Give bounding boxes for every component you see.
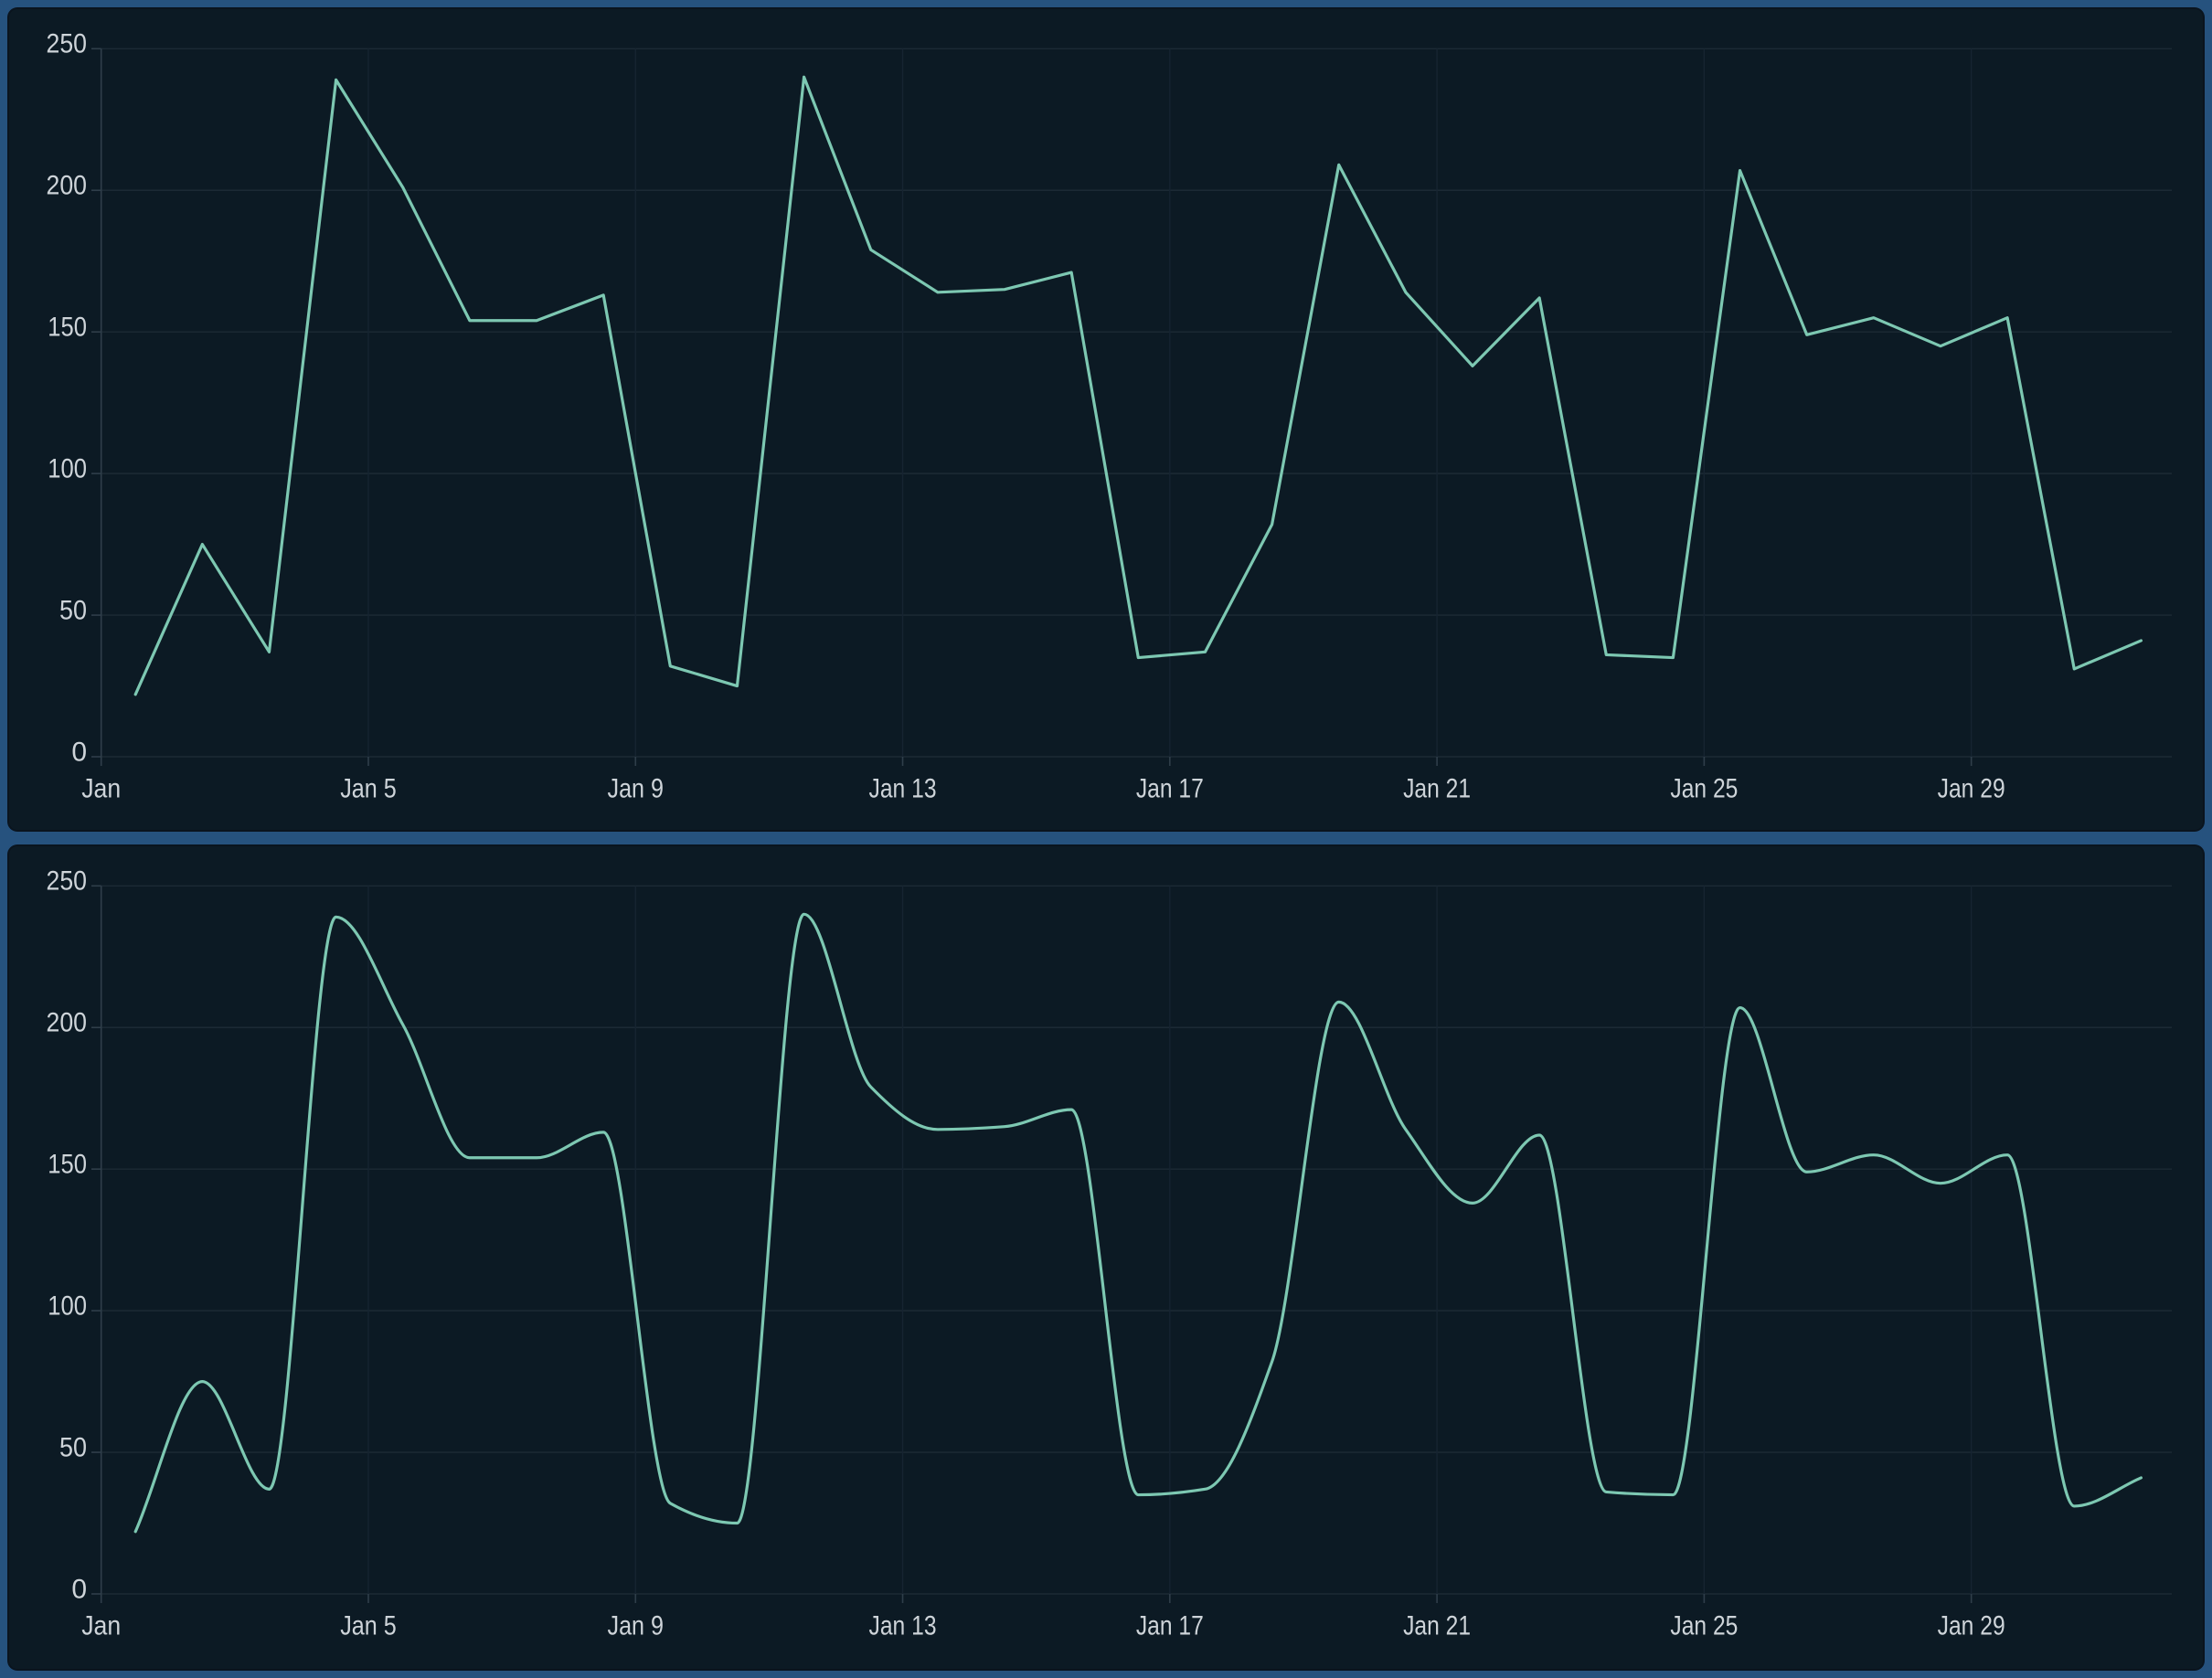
svg-text:0: 0 <box>71 737 87 767</box>
svg-text:150: 150 <box>48 1149 87 1179</box>
svg-text:250: 250 <box>47 866 88 897</box>
svg-text:150: 150 <box>48 312 87 342</box>
svg-text:200: 200 <box>47 1008 88 1038</box>
svg-text:Jan 13: Jan 13 <box>869 1611 937 1641</box>
svg-text:Jan 5: Jan 5 <box>340 774 397 804</box>
svg-text:Jan: Jan <box>81 1611 121 1641</box>
svg-text:0: 0 <box>71 1574 87 1604</box>
svg-text:Jan 21: Jan 21 <box>1403 774 1471 804</box>
svg-text:Jan 25: Jan 25 <box>1670 1611 1738 1641</box>
svg-text:Jan 29: Jan 29 <box>1938 774 2005 804</box>
svg-text:Jan 21: Jan 21 <box>1403 1611 1471 1641</box>
svg-text:250: 250 <box>47 29 88 59</box>
svg-text:Jan 13: Jan 13 <box>869 774 937 804</box>
svg-text:Jan 9: Jan 9 <box>608 1611 665 1641</box>
svg-text:Jan 29: Jan 29 <box>1938 1611 2005 1641</box>
svg-text:Jan 17: Jan 17 <box>1136 1611 1204 1641</box>
svg-text:Jan 5: Jan 5 <box>340 1611 397 1641</box>
svg-text:Jan 17: Jan 17 <box>1136 774 1204 804</box>
svg-text:Jan 9: Jan 9 <box>608 774 665 804</box>
svg-text:200: 200 <box>47 171 88 201</box>
svg-text:50: 50 <box>59 1432 87 1462</box>
svg-text:50: 50 <box>59 595 87 625</box>
svg-text:Jan: Jan <box>81 774 121 804</box>
svg-text:100: 100 <box>48 1290 87 1321</box>
svg-text:100: 100 <box>48 453 87 483</box>
svg-text:Jan 25: Jan 25 <box>1670 774 1738 804</box>
